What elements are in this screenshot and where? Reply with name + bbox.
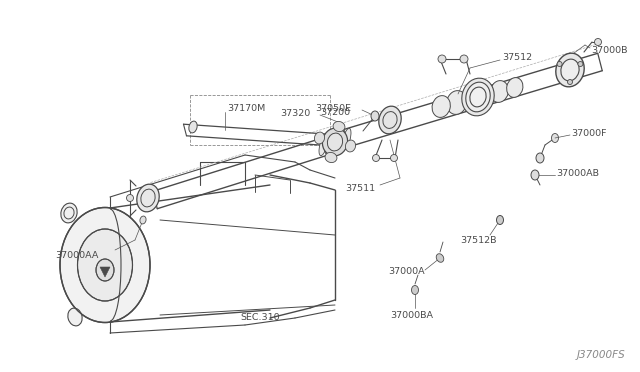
Ellipse shape: [337, 130, 345, 151]
Ellipse shape: [325, 153, 337, 163]
Ellipse shape: [328, 133, 342, 151]
Ellipse shape: [490, 81, 508, 102]
Ellipse shape: [462, 78, 494, 116]
Ellipse shape: [436, 254, 444, 262]
Ellipse shape: [77, 229, 132, 301]
Ellipse shape: [447, 91, 467, 115]
Ellipse shape: [557, 61, 562, 67]
Ellipse shape: [61, 203, 77, 223]
Ellipse shape: [507, 78, 523, 97]
Ellipse shape: [96, 259, 114, 281]
Ellipse shape: [556, 53, 584, 87]
Text: 37050E: 37050E: [315, 103, 351, 112]
Text: SEC.310: SEC.310: [240, 314, 280, 323]
Ellipse shape: [319, 134, 328, 156]
Ellipse shape: [331, 131, 339, 153]
Ellipse shape: [127, 195, 134, 202]
Ellipse shape: [372, 154, 380, 161]
Text: 37000AB: 37000AB: [556, 169, 599, 177]
Text: 37200: 37200: [320, 108, 350, 116]
Ellipse shape: [536, 153, 544, 163]
Ellipse shape: [323, 128, 348, 156]
Text: J37000FS: J37000FS: [576, 350, 625, 360]
Ellipse shape: [561, 59, 579, 81]
Ellipse shape: [470, 87, 486, 107]
Ellipse shape: [189, 121, 197, 133]
Ellipse shape: [68, 308, 82, 326]
Ellipse shape: [438, 55, 446, 63]
Ellipse shape: [595, 38, 602, 45]
Ellipse shape: [432, 96, 451, 118]
Ellipse shape: [379, 106, 401, 134]
Text: 37000B: 37000B: [591, 45, 627, 55]
Ellipse shape: [466, 82, 490, 112]
Ellipse shape: [342, 128, 351, 150]
Text: 37512: 37512: [502, 52, 532, 61]
Polygon shape: [100, 267, 110, 277]
Ellipse shape: [60, 208, 150, 323]
Text: 37511: 37511: [345, 183, 375, 192]
Text: 37512B: 37512B: [460, 235, 497, 244]
Ellipse shape: [497, 215, 504, 224]
Text: 37320: 37320: [280, 109, 310, 118]
Ellipse shape: [140, 216, 146, 224]
Text: 37000BA: 37000BA: [390, 311, 433, 320]
Text: 37000A: 37000A: [388, 267, 424, 276]
Ellipse shape: [390, 154, 397, 161]
Ellipse shape: [552, 134, 559, 142]
Ellipse shape: [412, 285, 419, 295]
Ellipse shape: [314, 132, 324, 144]
Text: 37170M: 37170M: [227, 103, 265, 112]
Ellipse shape: [371, 111, 379, 121]
Ellipse shape: [333, 121, 345, 132]
Ellipse shape: [460, 55, 468, 63]
Ellipse shape: [325, 133, 333, 154]
Ellipse shape: [346, 140, 356, 152]
Ellipse shape: [531, 170, 539, 180]
Ellipse shape: [137, 184, 159, 212]
Ellipse shape: [568, 80, 573, 84]
Text: 37000AA: 37000AA: [55, 250, 99, 260]
Ellipse shape: [578, 61, 583, 67]
Text: 37000F: 37000F: [571, 128, 607, 138]
